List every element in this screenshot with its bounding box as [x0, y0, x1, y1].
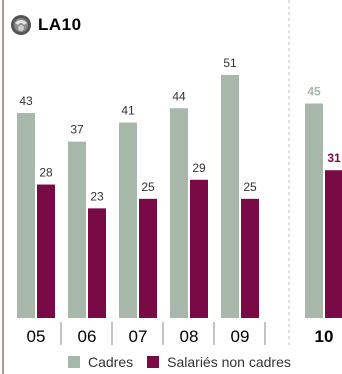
- bar-cadres-06: [68, 141, 86, 318]
- data-label-non-cadres-07: 25: [141, 180, 155, 194]
- legend-swatch-non-cadres: [147, 356, 160, 368]
- round-seal-logo-icon: [11, 15, 31, 35]
- data-label-non-cadres-09: 25: [243, 180, 257, 194]
- bar-non-cadres-09: [241, 198, 259, 318]
- data-label-non-cadres-08: 29: [192, 161, 206, 175]
- left-border-rule: [2, 0, 4, 374]
- data-label-cadres-08: 44: [172, 89, 186, 103]
- bar-cadres-09: [221, 74, 239, 319]
- data-label-cadres-07: 41: [121, 104, 135, 118]
- bar-non-cadres-08: [190, 179, 208, 318]
- x-tick-label-08: 08: [180, 327, 199, 346]
- x-tick-label-09: 09: [231, 327, 250, 346]
- legend-swatch-cadres: [68, 356, 80, 368]
- x-tick-label-06: 06: [78, 327, 97, 346]
- bar-non-cadres-05: [37, 184, 55, 318]
- x-tick-label-10: 10: [315, 327, 334, 346]
- bar-cadres-05: [17, 113, 35, 319]
- legend-label-non-cadres: Salariés non cadres: [167, 354, 291, 370]
- chart-header: LA10: [10, 12, 82, 38]
- bar-non-cadres-10: [325, 170, 342, 318]
- data-label-non-cadres-05: 28: [39, 166, 53, 180]
- bar-cadres-07: [119, 122, 137, 318]
- x-tick-label-05: 05: [27, 327, 46, 346]
- bar-cadres-08: [170, 108, 188, 319]
- bar-non-cadres-07: [139, 198, 157, 318]
- legend-item-non-cadres: Salariés non cadres: [147, 354, 291, 370]
- data-label-cadres-10: 45: [307, 85, 321, 99]
- chart-legend: Cadres Salariés non cadres: [68, 354, 305, 370]
- data-label-cadres-06: 37: [70, 123, 84, 137]
- legend-label-cadres: Cadres: [88, 354, 134, 370]
- data-label-cadres-09: 51: [223, 56, 237, 70]
- bar-cadres-10: [305, 103, 323, 318]
- legend-item-cadres: Cadres: [68, 354, 133, 370]
- chart-title: LA10: [38, 15, 82, 34]
- data-label-non-cadres-10: 31: [327, 151, 341, 165]
- data-label-cadres-05: 43: [19, 94, 33, 108]
- data-label-non-cadres-06: 23: [90, 189, 104, 203]
- bar-non-cadres-06: [88, 208, 106, 318]
- x-tick-label-07: 07: [129, 327, 148, 346]
